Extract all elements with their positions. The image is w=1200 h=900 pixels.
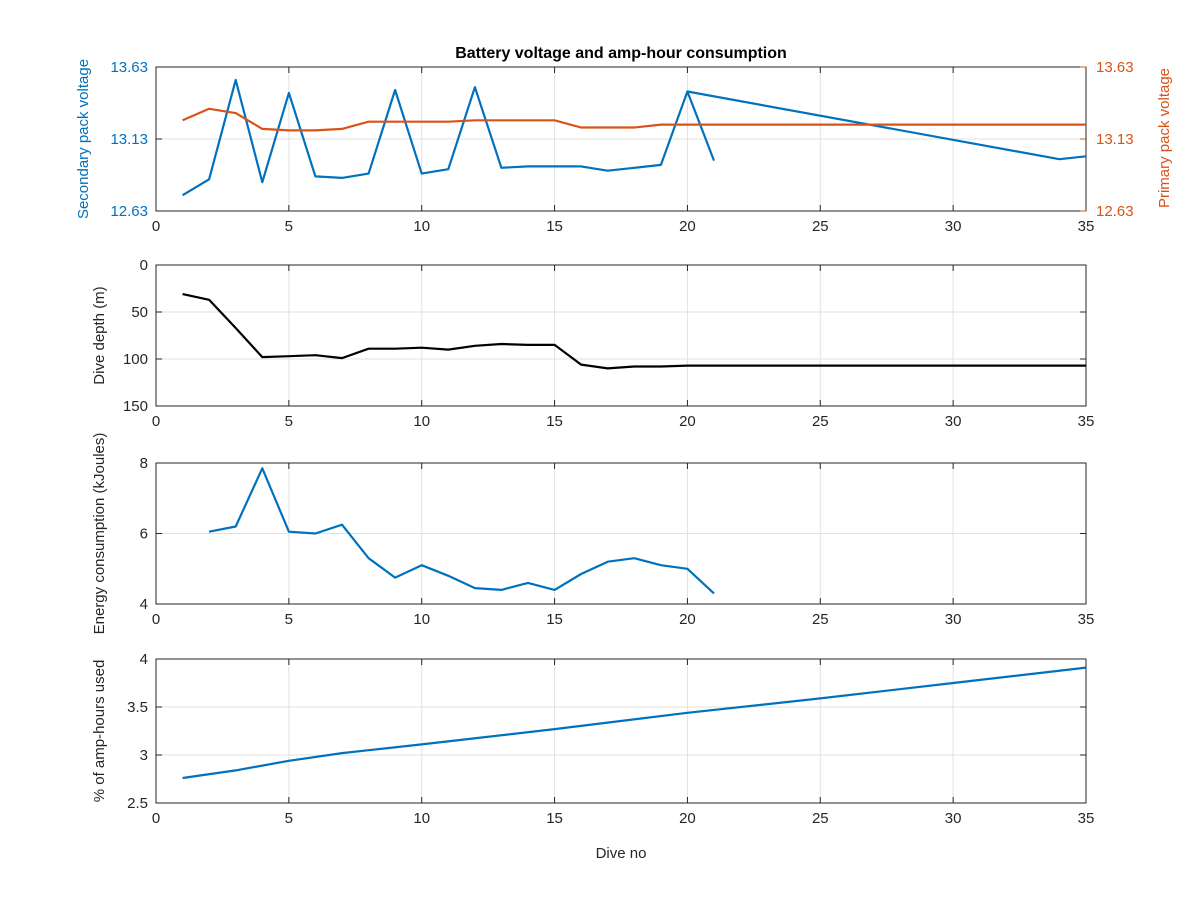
x-tick-label: 35 [1078,611,1095,628]
x-tick-label: 5 [285,611,293,628]
y-tick-label: 0 [140,257,148,274]
y-tick-label: 4 [140,596,148,613]
y-tick-label: 12.63 [110,203,148,220]
y-tick-label: 13.63 [110,59,148,76]
series-line-3-0 [182,666,1087,780]
y-right-tick-label: 12.63 [1096,203,1134,220]
y-tick-label: 4 [140,651,148,668]
x-tick-label: 25 [812,218,829,235]
series-line-0-2 [182,107,1086,132]
series-line-0-0 [182,78,716,197]
x-tick-label: 5 [285,810,293,827]
y-tick-label: 13.13 [110,131,148,148]
x-tick-label: 0 [152,611,160,628]
x-tick-label: 10 [413,413,430,430]
x-tick-label: 20 [679,218,696,235]
y-right-tick-label: 13.63 [1096,59,1134,76]
x-tick-label: 5 [285,413,293,430]
x-axis-label: Dive no [596,845,647,862]
x-tick-label: 35 [1078,218,1095,235]
series-line-1-0 [182,293,1086,370]
x-tick-label: 35 [1078,810,1095,827]
x-tick-label: 10 [413,810,430,827]
y-tick-label: 8 [140,455,148,472]
x-tick-label: 35 [1078,413,1095,430]
x-tick-label: 15 [546,413,563,430]
series-line-0-1 [687,90,1087,161]
y-tick-label: 6 [140,526,148,543]
x-tick-label: 20 [679,413,696,430]
x-tick-label: 30 [945,611,962,628]
y-axis-label: % of amp-hours used [91,660,108,803]
x-tick-label: 10 [413,611,430,628]
y-tick-label: 3.5 [127,699,148,716]
x-tick-label: 15 [546,611,563,628]
plot-frame [155,658,1087,804]
x-tick-label: 20 [679,810,696,827]
series-line-2-0 [208,467,715,595]
x-tick-label: 20 [679,611,696,628]
x-tick-label: 0 [152,218,160,235]
x-tick-label: 10 [413,218,430,235]
y-tick-label: 50 [131,304,148,321]
x-tick-label: 0 [152,810,160,827]
x-tick-label: 25 [812,810,829,827]
y-axis-label: Dive depth (m) [91,286,108,384]
x-tick-label: 5 [285,218,293,235]
y-right-tick-label: 13.13 [1096,131,1134,148]
y-tick-label: 3 [140,747,148,764]
x-tick-label: 30 [945,810,962,827]
y-axis-label-right: Primary pack voltage [1156,68,1173,208]
y-tick-label: 2.5 [127,795,148,812]
x-tick-label: 15 [546,810,563,827]
x-tick-label: 25 [812,413,829,430]
plot-frame [155,264,1087,407]
y-axis-label: Secondary pack voltage [75,59,92,219]
x-tick-label: 15 [546,218,563,235]
x-tick-label: 30 [945,413,962,430]
x-tick-label: 25 [812,611,829,628]
x-tick-label: 0 [152,413,160,430]
chart-title: Battery voltage and amp-hour consumption [455,45,787,62]
x-tick-label: 30 [945,218,962,235]
y-tick-label: 100 [123,351,148,368]
y-axis-label: Energy consumption (kJoules) [91,433,108,635]
y-tick-label: 150 [123,398,148,415]
